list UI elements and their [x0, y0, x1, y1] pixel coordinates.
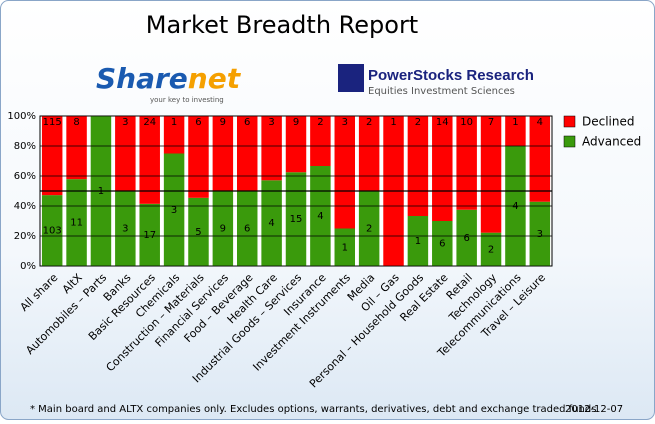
data-label: 7	[488, 117, 494, 128]
bar-segment	[139, 203, 160, 266]
bar-segment	[66, 116, 87, 180]
data-label: 3	[268, 117, 274, 128]
bar-segment	[261, 180, 282, 266]
footnote: * Main board and ALTX companies only. Ex…	[30, 404, 596, 415]
bar-segment	[456, 116, 477, 210]
bar-segment	[456, 209, 477, 266]
chart-title: Market Breadth Report	[146, 11, 418, 39]
bar-segment	[358, 191, 380, 266]
bar-segment	[41, 195, 63, 266]
bar-segment	[212, 116, 234, 191]
bar-segment	[41, 116, 63, 196]
data-label: 1	[512, 117, 518, 128]
bar-segment	[505, 116, 526, 146]
logo-text: PowerStocks Research	[368, 67, 534, 84]
data-label: 4	[317, 211, 323, 222]
bar-segment	[529, 201, 551, 266]
y-tick-label: 20%	[14, 231, 36, 242]
data-label: 103	[43, 226, 62, 237]
data-label: 4	[268, 218, 274, 229]
bar-segment	[407, 116, 429, 216]
bar-segment	[285, 172, 307, 266]
data-label: 8	[73, 117, 79, 128]
bar-segment	[188, 116, 209, 198]
data-label: 1	[415, 236, 421, 247]
bar-segment	[285, 116, 307, 173]
data-label: 1	[171, 117, 177, 128]
data-label: 6	[463, 233, 469, 244]
bar-segment	[236, 191, 258, 266]
data-label: 3	[122, 117, 128, 128]
logo-part: net	[188, 62, 242, 95]
data-label: 4	[537, 117, 543, 128]
bar-segment	[432, 221, 453, 266]
data-label: 3	[537, 229, 543, 240]
data-label: 2	[366, 117, 372, 128]
data-label: 14	[436, 117, 449, 128]
data-label: 4	[512, 201, 518, 212]
bar-segment	[529, 116, 551, 202]
legend-swatch	[563, 115, 576, 128]
logo-text: Sharenet	[96, 62, 242, 95]
data-label: 115	[43, 117, 62, 128]
bar-segment	[115, 116, 136, 191]
bar-segment	[334, 116, 356, 229]
logo-part: Share	[96, 62, 188, 95]
y-tick-label: 0%	[20, 261, 36, 272]
y-tick-label: 60%	[14, 171, 36, 182]
bar-segment	[163, 153, 185, 266]
y-tick-label: 80%	[14, 141, 36, 152]
data-label: 5	[195, 227, 201, 238]
logo-icon	[338, 64, 364, 92]
bar-segment	[115, 191, 136, 266]
y-tick-label: 40%	[14, 201, 36, 212]
bar-segment	[261, 116, 282, 181]
data-label: 3	[122, 224, 128, 235]
data-label: 17	[143, 230, 156, 241]
logo-tagline: your key to investing	[150, 96, 224, 104]
bar-segment	[480, 116, 502, 233]
data-label: 9	[293, 117, 299, 128]
data-label: 9	[220, 224, 226, 235]
bar-segment	[139, 116, 160, 204]
sharenet-logo: Sharenet your key to investing	[96, 62, 242, 104]
data-label: 3	[342, 117, 348, 128]
bar-segment	[236, 116, 258, 191]
data-label: 6	[244, 117, 250, 128]
date: 2012-12-07	[565, 404, 623, 415]
bar-segment	[480, 232, 502, 266]
legend-label: Advanced	[582, 135, 641, 149]
bar-segment	[310, 116, 331, 166]
data-label: 15	[290, 214, 303, 225]
data-label: 3	[171, 205, 177, 216]
data-label: 2	[415, 117, 421, 128]
bar-segment	[334, 228, 356, 266]
data-label: 9	[220, 117, 226, 128]
bar-segment	[407, 216, 429, 266]
data-label: 2	[317, 117, 323, 128]
data-label: 2	[366, 224, 372, 235]
data-label: 6	[195, 117, 201, 128]
bar-segment	[432, 116, 453, 221]
data-label: 2	[488, 244, 494, 255]
legend-swatch	[563, 135, 576, 148]
bar-segment	[358, 116, 380, 191]
legend-label: Declined	[582, 115, 635, 129]
data-label: 11	[70, 218, 83, 229]
bar-segment	[212, 191, 234, 266]
data-label: 24	[143, 117, 156, 128]
bar-segment	[163, 116, 185, 154]
logo-tagline: Equities Investment Sciences	[368, 86, 515, 97]
y-tick-label: 100%	[7, 111, 36, 122]
data-label: 6	[244, 224, 250, 235]
data-label: 1	[342, 242, 348, 253]
data-label: 1	[390, 117, 396, 128]
bar-segment	[188, 197, 209, 266]
bar-segment	[66, 179, 87, 266]
powerstocks-logo: PowerStocks Research Equities Investment…	[338, 64, 534, 97]
data-label: 10	[460, 117, 473, 128]
data-label: 6	[439, 239, 445, 250]
